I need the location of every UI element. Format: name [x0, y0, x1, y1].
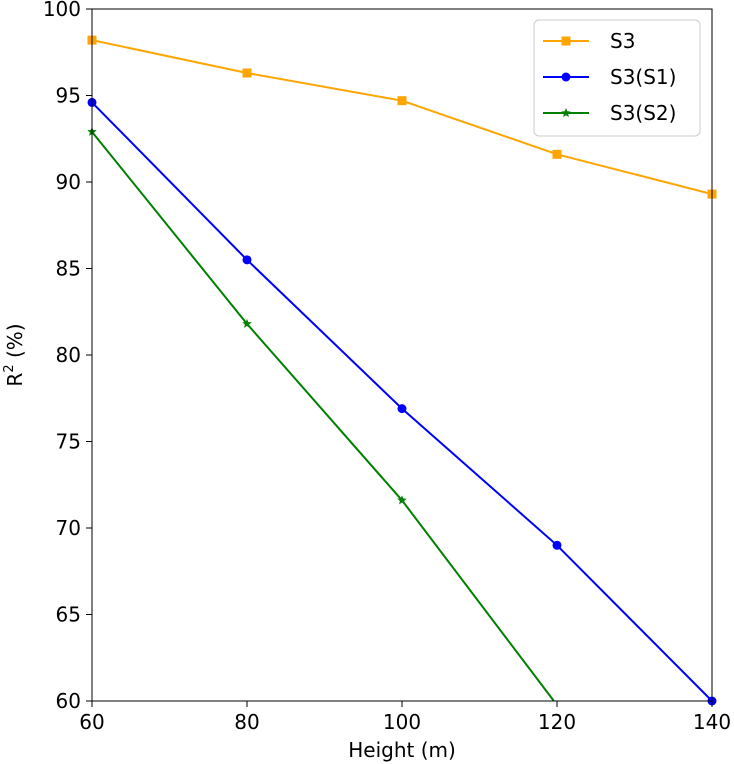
- x-tick-label: 60: [79, 710, 104, 734]
- y-tick-label: 60: [56, 689, 81, 713]
- legend: S3 S3(S1) S3(S2): [533, 19, 701, 137]
- y-tick-label: 65: [56, 603, 81, 627]
- x-tick-label: 120: [538, 710, 576, 734]
- y-axis: 60 65 70 75 80 85 90 95 100: [43, 0, 92, 713]
- data-point: [397, 96, 407, 106]
- y-axis-title-rest: (%): [3, 323, 27, 364]
- y-tick-label: 100: [43, 0, 81, 21]
- data-point: [552, 149, 562, 159]
- series-s3-s1: [87, 97, 717, 706]
- legend-label: S3(S2): [610, 101, 676, 125]
- x-axis-title: Height (m): [348, 738, 456, 762]
- legend-item: S3(S2): [543, 101, 676, 125]
- x-tick-label: 100: [383, 710, 421, 734]
- y-axis-title-superscript: 2: [2, 364, 17, 372]
- legend-item: S3(S1): [543, 65, 676, 89]
- y-tick-label: 95: [56, 84, 81, 108]
- legend-label: S3: [610, 29, 635, 53]
- y-tick-label: 75: [56, 430, 81, 454]
- data-point: [242, 318, 252, 328]
- series-line: [91, 131, 555, 702]
- y-tick-label: 85: [56, 257, 81, 281]
- y-tick-label: 80: [56, 343, 81, 367]
- y-axis-title: R2 (%): [2, 323, 27, 386]
- data-point: [242, 68, 252, 78]
- data-point: [397, 404, 407, 414]
- series-s3-s2: [87, 126, 555, 702]
- data-point: [552, 540, 562, 550]
- legend-item: S3: [543, 29, 635, 53]
- legend-marker: [561, 108, 571, 118]
- x-tick-label: 80: [234, 710, 259, 734]
- x-tick-label: 140: [693, 710, 731, 734]
- x-axis: 60 80 100 120 140: [79, 701, 731, 734]
- series-layer: [87, 35, 717, 706]
- y-tick-label: 90: [56, 170, 81, 194]
- data-point: [242, 255, 252, 265]
- y-tick-label: 70: [56, 516, 81, 540]
- legend-box: [533, 19, 701, 137]
- legend-marker: [561, 72, 571, 82]
- data-point: [397, 495, 407, 505]
- legend-marker: [561, 36, 571, 46]
- series-line: [91, 101, 713, 702]
- legend-label: S3(S1): [610, 65, 676, 89]
- y-axis-title-main: R: [3, 373, 27, 387]
